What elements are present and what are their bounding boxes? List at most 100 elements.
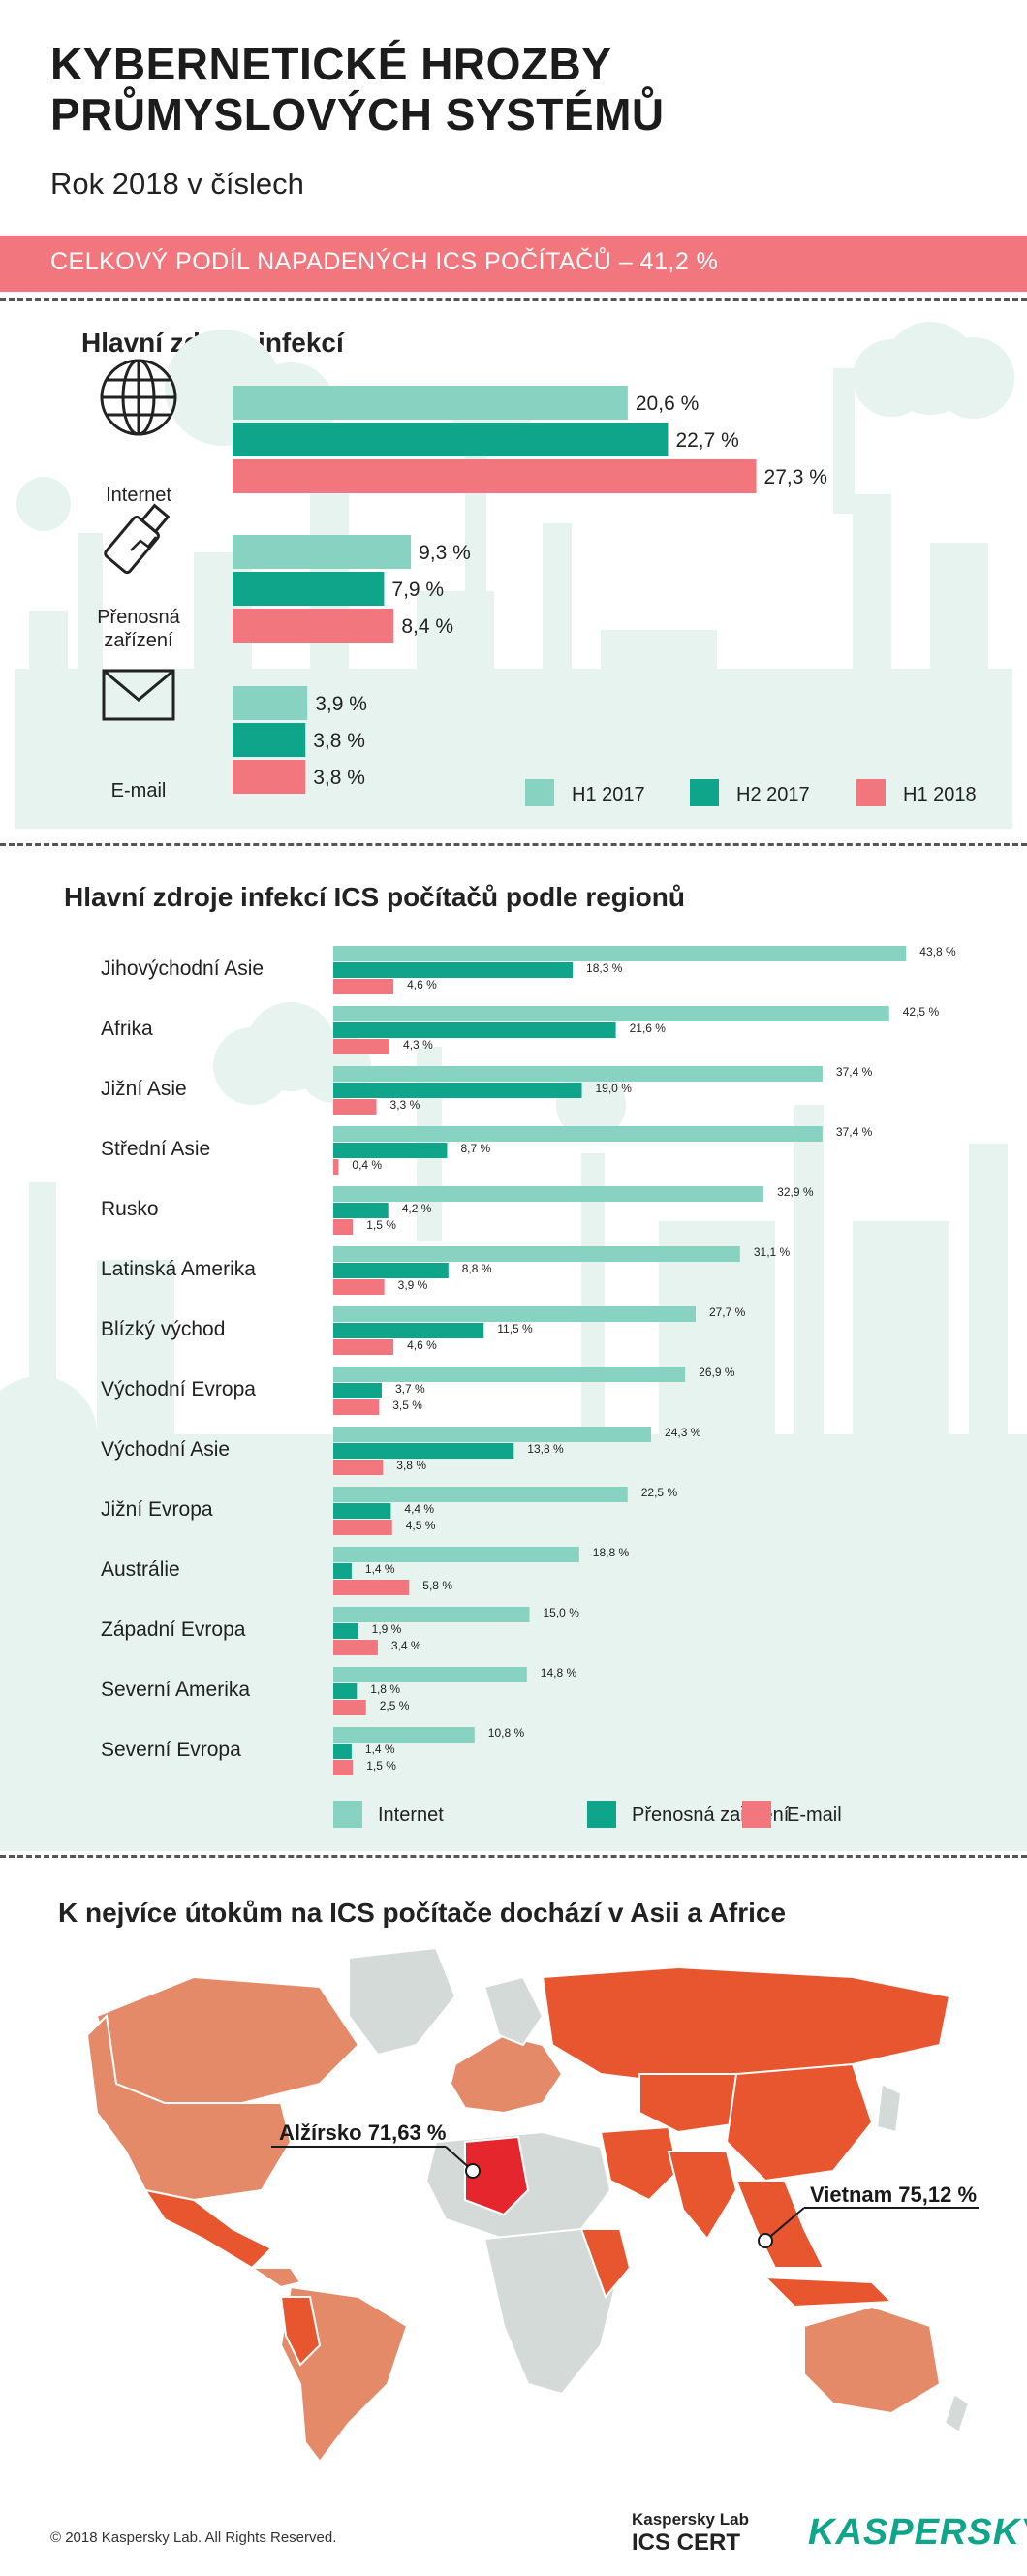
- bar-label-afrika-prenosna-zarizeni: 21,6 %: [630, 1021, 667, 1035]
- bar-label-jihovychodni-asie-internet: 43,8 %: [919, 945, 956, 958]
- legend-label-internet: Internet: [378, 1805, 444, 1826]
- map-scandinavia: [482, 1975, 545, 2047]
- map-southeast-asia: [734, 2180, 825, 2269]
- page-title: KYBERNETICKÉ HROZBY PRŮMYSLOVÝCH SYSTÉMŮ: [50, 39, 922, 140]
- bar-latinska-amerika-prenosna-zarizeni: [333, 1263, 449, 1278]
- map-australia: [803, 2305, 942, 2415]
- envelope-icon: E-mail: [102, 669, 175, 801]
- legend-label-h1-2017: H1 2017: [572, 784, 645, 805]
- bar-label-e-mail-h1-2017: 3,9 %: [315, 693, 367, 715]
- bar-australie-prenosna-zarizeni: [333, 1563, 352, 1579]
- bar-label-australie-prenosna-zarizeni: 1,4 %: [365, 1562, 395, 1576]
- region-label-severni-amerika: Severní Amerika: [101, 1679, 250, 1701]
- bar-label-internet-h2-2017: 22,7 %: [675, 429, 738, 452]
- bar-e-mail-h2-2017: [233, 723, 306, 757]
- bar-afrika-prenosna-zarizeni: [333, 1022, 616, 1038]
- map-canada: [95, 1975, 360, 2104]
- map-india: [667, 2151, 738, 2241]
- bar-australie-internet: [333, 1547, 579, 1562]
- bar-afrika-internet: [333, 1006, 889, 1021]
- summary-banner-text: CELKOVÝ PODÍL NAPADENÝCH ICS POČÍTAČŮ – …: [50, 248, 719, 275]
- bar-label-zapadni-evropa-prenosna-zarizeni: 1,9 %: [372, 1622, 402, 1636]
- bar-label-afrika-e-mail: 4,3 %: [403, 1038, 433, 1052]
- envelope-flap: [103, 669, 174, 702]
- bar-label-australie-e-mail: 5,8 %: [422, 1579, 452, 1592]
- bar-label-latinska-amerika-prenosna-zarizeni: 8,8 %: [462, 1262, 492, 1275]
- bar-label-vychodni-evropa-prenosna-zarizeni: 3,7 %: [395, 1382, 425, 1396]
- bar-afrika-e-mail: [333, 1039, 390, 1054]
- region-label-rusko: Rusko: [101, 1198, 159, 1220]
- source-label-internet: Internet: [106, 485, 171, 506]
- summary-banner: CELKOVÝ PODÍL NAPADENÝCH ICS POČÍTAČŮ – …: [0, 236, 1027, 292]
- bar-label-severni-evropa-e-mail: 1,5 %: [366, 1759, 396, 1773]
- bar-label-prenosna-zarizeni-h2-2017: 7,9 %: [391, 579, 444, 601]
- map-europe: [449, 2033, 564, 2115]
- map-greenland: [348, 1946, 457, 2057]
- bar-label-latinska-amerika-e-mail: 3,9 %: [398, 1278, 428, 1292]
- bar-prenosna-zarizeni-h1-2018: [233, 609, 394, 643]
- source-label-prenosna-zarizeni-0: Přenosná: [97, 607, 180, 628]
- regions-background: [0, 1002, 1027, 1851]
- legend-swatch-internet: [333, 1801, 362, 1828]
- region-label-jizni-asie: Jižní Asie: [101, 1078, 187, 1100]
- bar-label-e-mail-h2-2017: 3,8 %: [313, 730, 365, 752]
- bar-label-blizky-vychod-prenosna-zarizeni: 11,5 %: [497, 1322, 533, 1335]
- brand-line-2: ICS CERT: [632, 2529, 741, 2556]
- usb-connector: [140, 503, 171, 534]
- region-label-australie: Austrálie: [101, 1558, 180, 1581]
- map-mexico: [142, 2188, 273, 2270]
- bar-vychodni-evropa-internet: [333, 1367, 686, 1382]
- kaspersky-logo: KASPERSKYlab: [808, 2512, 1027, 2554]
- map-central-america: [248, 2267, 302, 2289]
- map-indonesia: [762, 2276, 894, 2309]
- bar-label-vychodni-asie-internet: 24,3 %: [665, 1426, 701, 1439]
- bar-label-stredni-asie-e-mail: 0,4 %: [352, 1158, 382, 1172]
- bar-label-vychodni-asie-prenosna-zarizeni: 13,8 %: [527, 1442, 564, 1456]
- divider-top: [0, 298, 1027, 301]
- bar-label-e-mail-h1-2018: 3,8 %: [313, 767, 365, 789]
- bar-jizni-evropa-prenosna-zarizeni: [333, 1503, 391, 1519]
- bar-severni-amerika-prenosna-zarizeni: [333, 1683, 358, 1699]
- bar-label-blizky-vychod-e-mail: 4,6 %: [407, 1338, 437, 1352]
- bar-label-jizni-asie-prenosna-zarizeni: 19,0 %: [596, 1082, 633, 1095]
- map-japan: [875, 2082, 903, 2134]
- legend-swatch-h1-2017: [525, 779, 554, 806]
- usb-symbol: [130, 536, 157, 551]
- bar-label-jihovychodni-asie-prenosna-zarizeni: 18,3 %: [586, 961, 623, 975]
- bar-jihovychodni-asie-internet: [333, 946, 907, 961]
- bar-label-internet-h1-2018: 27,3 %: [764, 466, 827, 488]
- bar-stredni-asie-internet: [333, 1126, 823, 1142]
- region-label-blizky-vychod: Blízký východ: [101, 1318, 225, 1340]
- bar-jizni-evropa-internet: [333, 1487, 628, 1502]
- region-label-zapadni-evropa: Západní Evropa: [101, 1618, 246, 1641]
- bar-stredni-asie-e-mail: [333, 1159, 339, 1175]
- bar-label-vychodni-evropa-e-mail: 3,5 %: [392, 1398, 422, 1412]
- bar-jizni-asie-prenosna-zarizeni: [333, 1083, 582, 1098]
- bar-label-severni-evropa-prenosna-zarizeni: 1,4 %: [365, 1743, 395, 1756]
- bar-zapadni-evropa-internet: [333, 1607, 530, 1622]
- region-label-vychodni-asie: Východní Asie: [101, 1438, 230, 1461]
- bar-severni-evropa-e-mail: [333, 1760, 354, 1775]
- region-label-afrika: Afrika: [101, 1018, 153, 1040]
- bar-prenosna-zarizeni-h1-2017: [233, 535, 412, 569]
- title-line-2: PRŮMYSLOVÝCH SYSTÉMŮ: [50, 89, 665, 140]
- map-russia: [541, 1965, 951, 2086]
- callout-vietnam: Vietnam 75,12 %: [758, 2183, 979, 2248]
- bar-label-severni-amerika-e-mail: 2,5 %: [380, 1699, 410, 1712]
- bar-latinska-amerika-internet: [333, 1246, 740, 1262]
- legend-label-h1-2018: H1 2018: [903, 784, 977, 805]
- bar-label-latinska-amerika-internet: 31,1 %: [754, 1245, 791, 1259]
- bar-blizky-vychod-prenosna-zarizeni: [333, 1323, 484, 1338]
- bar-vychodni-asie-prenosna-zarizeni: [333, 1443, 514, 1459]
- region-label-jihovychodni-asie: Jihovýchodní Asie: [101, 958, 264, 980]
- title-line-1: KYBERNETICKÉ HROZBY: [50, 39, 612, 89]
- bar-rusko-e-mail: [333, 1219, 354, 1235]
- bar-vychodni-evropa-prenosna-zarizeni: [333, 1383, 382, 1398]
- region-label-severni-evropa: Severní Evropa: [101, 1739, 241, 1761]
- bar-label-jihovychodni-asie-e-mail: 4,6 %: [407, 978, 437, 991]
- bar-label-jizni-asie-e-mail: 3,3 %: [390, 1098, 420, 1112]
- bar-vychodni-evropa-e-mail: [333, 1399, 380, 1415]
- bar-australie-e-mail: [333, 1580, 410, 1595]
